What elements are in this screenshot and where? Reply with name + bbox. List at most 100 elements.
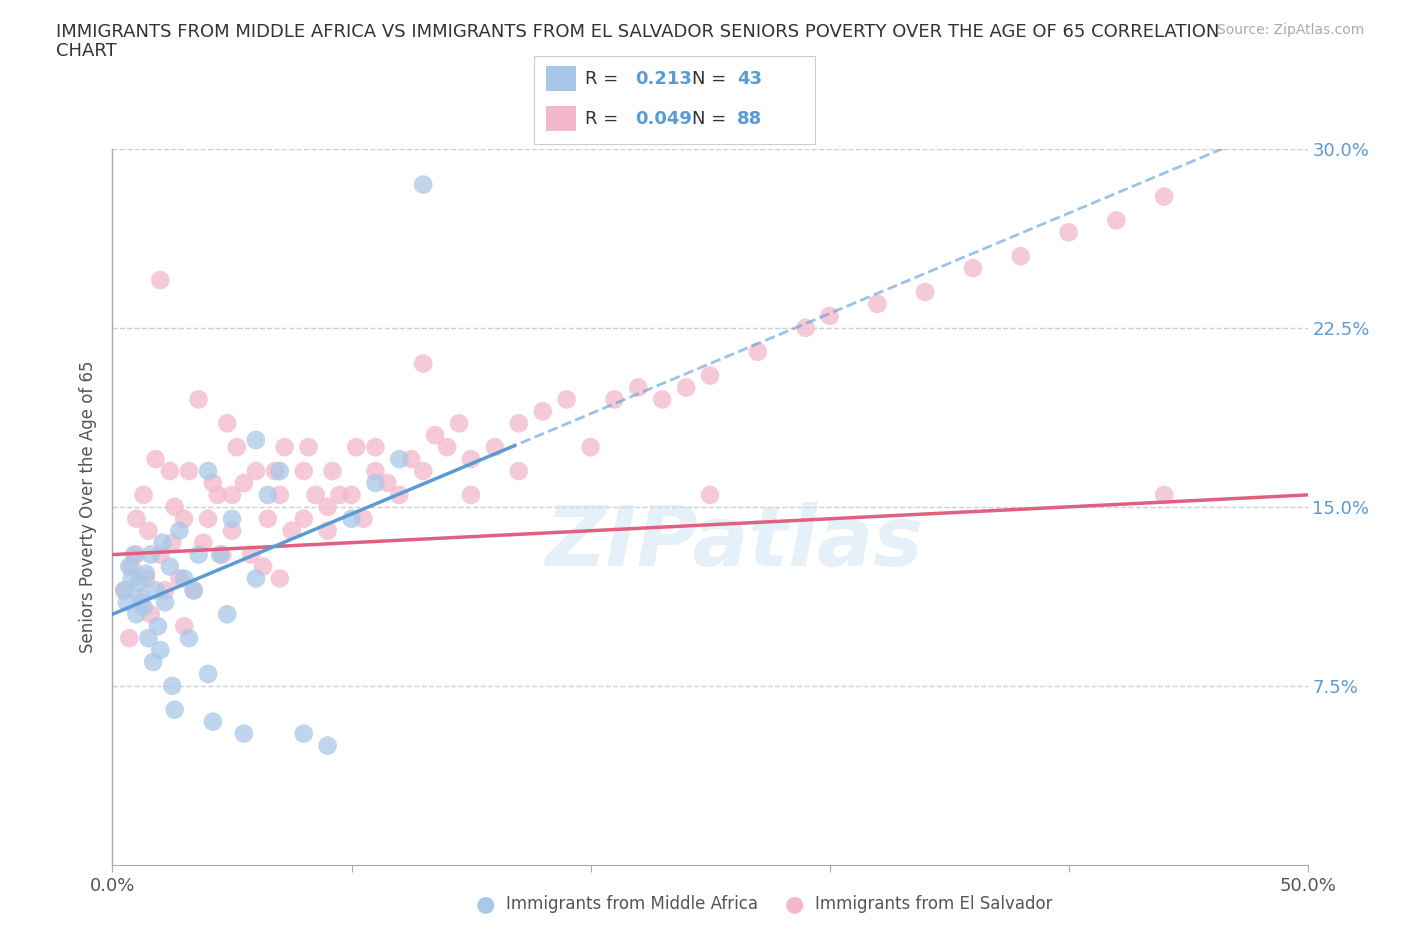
Point — [125, 512, 148, 526]
Point — [579, 440, 602, 455]
Point — [152, 536, 174, 551]
Point — [173, 618, 195, 633]
Point — [115, 595, 138, 610]
Point — [162, 679, 183, 694]
Point — [412, 178, 434, 193]
Point — [233, 475, 256, 490]
Point — [187, 547, 209, 562]
Point — [162, 536, 183, 551]
Point — [281, 524, 304, 538]
Point — [163, 499, 186, 514]
Point — [747, 344, 769, 359]
Text: N =: N = — [692, 110, 731, 127]
Point — [1057, 225, 1080, 240]
FancyBboxPatch shape — [546, 66, 576, 91]
Point — [193, 536, 215, 551]
Point — [138, 524, 160, 538]
Point — [699, 487, 721, 502]
Point — [292, 726, 315, 741]
Text: Immigrants from El Salvador: Immigrants from El Salvador — [815, 895, 1053, 913]
Point — [269, 464, 291, 479]
Point — [197, 512, 219, 526]
Point — [153, 595, 176, 610]
Point — [460, 487, 482, 502]
Point — [364, 440, 387, 455]
Point — [377, 475, 399, 490]
Point — [273, 440, 295, 455]
Text: IMMIGRANTS FROM MIDDLE AFRICA VS IMMIGRANTS FROM EL SALVADOR SENIORS POVERTY OVE: IMMIGRANTS FROM MIDDLE AFRICA VS IMMIGRA… — [56, 23, 1219, 41]
Point — [264, 464, 287, 479]
Point — [962, 260, 984, 275]
Point — [484, 440, 506, 455]
Point — [197, 667, 219, 682]
Text: 0.213: 0.213 — [636, 70, 692, 87]
Point — [135, 571, 157, 586]
Point — [352, 512, 374, 526]
Point — [128, 576, 150, 591]
Point — [292, 464, 315, 479]
Point — [207, 487, 229, 502]
Point — [159, 464, 181, 479]
Point — [269, 571, 291, 586]
Point — [129, 591, 152, 605]
Y-axis label: Seniors Poverty Over the Age of 65: Seniors Poverty Over the Age of 65 — [79, 361, 97, 653]
Point — [329, 487, 352, 502]
Point — [121, 571, 143, 586]
Point — [245, 464, 267, 479]
Text: CHART: CHART — [56, 42, 117, 60]
Point — [125, 607, 148, 622]
Point — [508, 416, 530, 431]
Text: 0.049: 0.049 — [636, 110, 692, 127]
Point — [225, 440, 247, 455]
Point — [1153, 189, 1175, 204]
Point — [245, 432, 267, 447]
Text: Immigrants from Middle Africa: Immigrants from Middle Africa — [506, 895, 758, 913]
Point — [531, 404, 554, 418]
Point — [149, 272, 172, 287]
Point — [221, 512, 243, 526]
Point — [603, 392, 626, 407]
Point — [292, 512, 315, 526]
Text: N =: N = — [692, 70, 731, 87]
Point — [1010, 249, 1032, 264]
Point — [163, 702, 186, 717]
Point — [201, 475, 224, 490]
Point — [364, 464, 387, 479]
Point — [866, 297, 889, 312]
Text: 88: 88 — [737, 110, 762, 127]
FancyBboxPatch shape — [546, 106, 576, 131]
Point — [138, 631, 160, 645]
Point — [425, 428, 447, 443]
Point — [173, 571, 195, 586]
Point — [139, 547, 162, 562]
Point — [555, 392, 578, 407]
Point — [460, 452, 482, 467]
Point — [132, 487, 155, 502]
Point — [177, 631, 200, 645]
Point — [297, 440, 319, 455]
Point — [388, 487, 411, 502]
Point — [401, 452, 423, 467]
Point — [135, 566, 157, 581]
Point — [412, 464, 434, 479]
Point — [149, 643, 172, 658]
Point — [316, 499, 339, 514]
Point — [914, 285, 936, 299]
Text: R =: R = — [585, 110, 624, 127]
Point — [269, 487, 291, 502]
Point — [508, 464, 530, 479]
Point — [436, 440, 458, 455]
Point — [818, 309, 841, 324]
Text: Source: ZipAtlas.com: Source: ZipAtlas.com — [1216, 23, 1364, 37]
Point — [187, 392, 209, 407]
Point — [139, 607, 162, 622]
Point — [245, 571, 267, 586]
Point — [146, 618, 169, 633]
Point — [114, 583, 135, 598]
Point — [183, 583, 205, 598]
Point — [153, 583, 176, 598]
Point — [305, 487, 328, 502]
Point — [321, 464, 343, 479]
Point — [129, 595, 152, 610]
Point — [1105, 213, 1128, 228]
